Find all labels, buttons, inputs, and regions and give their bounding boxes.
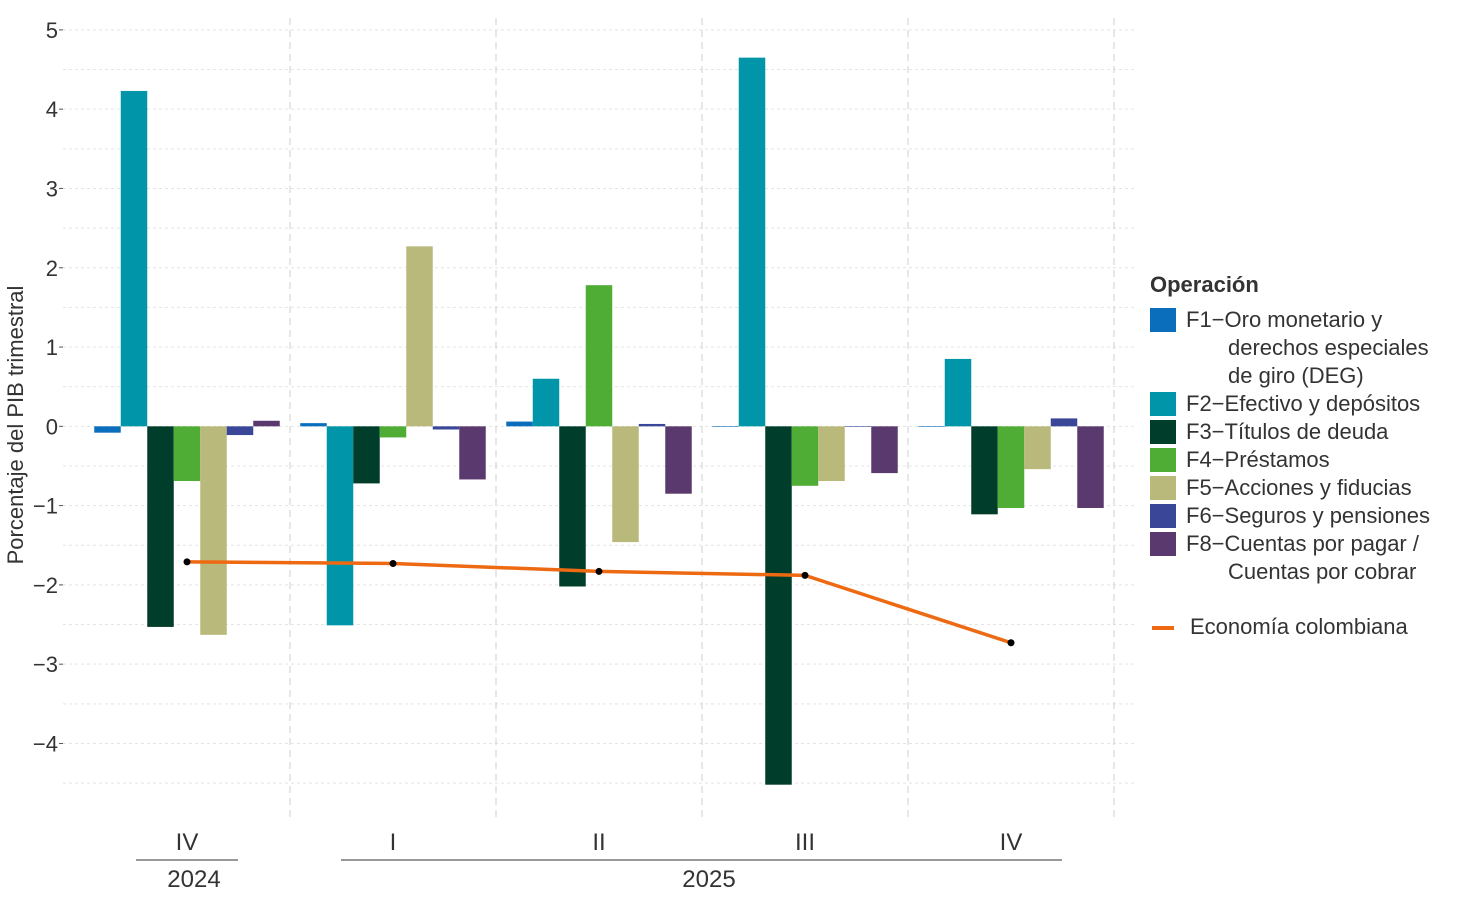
bar-f4 <box>791 426 819 486</box>
legend-swatch <box>1150 392 1176 416</box>
y-tick-label: 3 <box>46 176 58 201</box>
line-point <box>1007 639 1015 647</box>
legend-item: F6−Seguros y pensiones <box>1150 502 1430 530</box>
bar-f6 <box>1050 418 1078 427</box>
x-tick-label: IV <box>176 829 199 856</box>
bar-f5 <box>1024 426 1051 470</box>
bar-f3 <box>147 426 174 627</box>
bar-f2 <box>326 426 354 626</box>
y-tick-label: 5 <box>46 18 58 43</box>
legend-label: F8−Cuentas por pagar / Cuentas por cobrar <box>1186 530 1419 586</box>
legend-label-line: F3−Títulos de deuda <box>1186 419 1389 444</box>
legend-label: F1−Oro monetario y derechos especiales de… <box>1186 306 1429 390</box>
bar-f5 <box>406 246 433 427</box>
legend-item: F2−Efectivo y depósitos <box>1150 390 1430 418</box>
legend-swatch <box>1150 448 1176 472</box>
bar-f6 <box>226 426 254 436</box>
y-tick-label: 0 <box>46 414 58 439</box>
bar-f4 <box>997 426 1025 508</box>
bar-f5 <box>818 426 845 482</box>
bar-f6 <box>638 423 666 427</box>
legend-swatch <box>1150 504 1176 528</box>
x-tick-label: II <box>592 829 605 856</box>
year-label: 2025 <box>682 866 735 893</box>
legend-label: F2−Efectivo y depósitos <box>1186 390 1420 418</box>
legend-label: F4−Préstamos <box>1186 446 1330 474</box>
legend-line-swatch <box>1152 626 1174 630</box>
bar-f3 <box>353 426 380 484</box>
legend-label-line: F2−Efectivo y depósitos <box>1186 391 1421 416</box>
y-tick-label: 1 <box>46 335 58 360</box>
bar-f8 <box>253 420 280 427</box>
legend-label: F6−Seguros y pensiones <box>1186 502 1430 530</box>
legend-label-line: Cuentas por cobrar <box>1228 559 1417 584</box>
bar-f1 <box>94 426 121 433</box>
line-point <box>183 558 191 566</box>
legend-label: Economía colombiana <box>1190 614 1408 639</box>
legend-label-line: F5−Acciones y fiducias <box>1186 475 1412 500</box>
bar-f5 <box>200 426 227 635</box>
legend-label-line: derechos especiales de giro (DEG) <box>1228 335 1429 388</box>
line-point <box>801 571 809 579</box>
legend: Operación F1−Oro monetario y derechos esp… <box>1150 272 1430 641</box>
x-tick-label: III <box>795 829 815 856</box>
year-label: 2024 <box>167 866 220 893</box>
legend-item: F8−Cuentas por pagar / Cuentas por cobrar <box>1150 530 1430 586</box>
bar-f8 <box>1077 426 1104 508</box>
x-tick-label: I <box>390 829 397 856</box>
legend-swatch <box>1150 532 1176 556</box>
legend-label-line: F6−Seguros y pensiones <box>1186 503 1430 528</box>
legend-item: F3−Títulos de deuda <box>1150 418 1430 446</box>
bar-f1 <box>918 426 945 427</box>
bar-f4 <box>173 426 201 482</box>
legend-label: F3−Títulos de deuda <box>1186 418 1388 446</box>
legend-title: Operación <box>1150 272 1259 297</box>
bar-f3 <box>971 426 998 515</box>
bar-f8 <box>459 426 486 480</box>
bar-f8 <box>871 426 898 474</box>
legend-item: F4−Préstamos <box>1150 446 1430 474</box>
legend-item-line: Economía colombiana <box>1150 613 1430 641</box>
legend-label: F5−Acciones y fiducias <box>1186 474 1412 502</box>
legend-swatch <box>1150 308 1176 332</box>
bar-f2 <box>738 57 766 427</box>
bar-f2 <box>120 90 148 427</box>
bar-f1 <box>712 426 739 427</box>
y-tick-label: −3 <box>33 652 58 677</box>
legend-label-line: F1−Oro monetario y <box>1186 307 1383 332</box>
legend-swatch <box>1150 420 1176 444</box>
bar-f8 <box>665 426 692 494</box>
legend-item: F5−Acciones y fiducias <box>1150 474 1430 502</box>
bar-f4 <box>585 285 613 427</box>
bar-f5 <box>612 426 639 543</box>
line-point <box>595 567 603 575</box>
line-point <box>389 559 397 567</box>
x-tick-label: IV <box>1000 829 1023 856</box>
y-tick-label: −2 <box>33 573 58 598</box>
bar-f4 <box>379 426 407 438</box>
bar-f1 <box>506 421 533 427</box>
bar-f1 <box>300 423 327 427</box>
bar-f2 <box>532 378 560 427</box>
legend-label-line: F8−Cuentas por pagar / <box>1186 531 1419 556</box>
bar-f6 <box>432 426 460 430</box>
y-tick-label: 4 <box>46 97 58 122</box>
legend-swatch <box>1150 476 1176 500</box>
y-tick-label: −4 <box>33 731 58 756</box>
legend-item: F1−Oro monetario y derechos especiales de… <box>1150 306 1430 390</box>
bar-f2 <box>944 358 972 427</box>
y-tick-label: 2 <box>46 256 58 281</box>
legend-label-line: F4−Préstamos <box>1186 447 1330 472</box>
bar-f3 <box>765 426 792 785</box>
y-tick-label: −1 <box>33 494 58 519</box>
y-axis-label: Porcentaje del PIB trimestral <box>3 286 28 565</box>
bar-f6 <box>844 426 872 427</box>
bar-f3 <box>559 426 586 587</box>
